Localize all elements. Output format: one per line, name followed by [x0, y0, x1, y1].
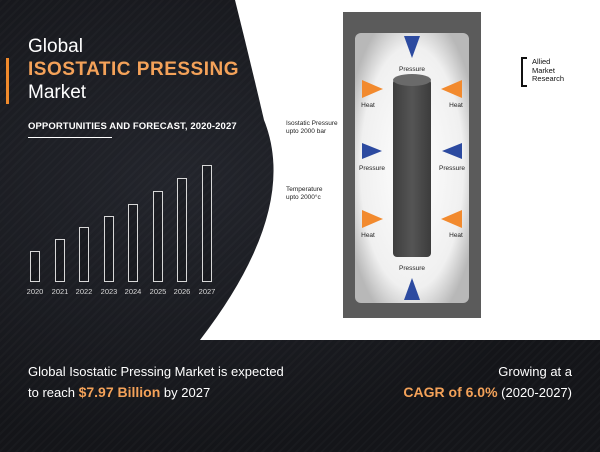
- temperature-label: Temperature upto 2000°c: [286, 186, 323, 201]
- heat-arrow-lower-right: [441, 210, 462, 228]
- heat-label-upper-left: Heat: [361, 102, 375, 109]
- pressure-arrow-right: [442, 143, 462, 159]
- cagr-line-1: Growing at a: [498, 364, 572, 379]
- heat-label-lower-right: Heat: [449, 232, 463, 239]
- logo-bracket-icon: [521, 57, 527, 87]
- page-title: Global ISOSTATIC PRESSING Market: [28, 36, 239, 104]
- cagr-suffix: (2020-2027): [497, 385, 572, 400]
- pressure-arrow-left: [362, 143, 382, 159]
- market-value-suffix: by 2027: [160, 385, 211, 400]
- cagr-value: CAGR of 6.0%: [403, 384, 498, 400]
- core-top: [393, 74, 431, 86]
- heat-label-lower-left: Heat: [361, 232, 375, 239]
- cagr-statement: Growing at a CAGR of 6.0% (2020-2027): [403, 362, 572, 403]
- subtitle-underline: [28, 137, 112, 138]
- market-value-prefix: to reach: [28, 385, 79, 400]
- title-line-3: Market: [28, 82, 87, 103]
- market-value-line-1: Global Isostatic Pressing Market is expe…: [28, 364, 284, 379]
- title-line-2: ISOSTATIC PRESSING: [28, 59, 239, 80]
- subtitle: OPPORTUNITIES AND FORECAST, 2020-2027: [28, 121, 237, 132]
- pressure-label-bottom: Pressure: [398, 265, 425, 272]
- logo-line-2: Market: [532, 65, 555, 75]
- pressure-label-top: Pressure: [398, 66, 425, 73]
- isostatic-pressure-label: Isostatic Pressure upto 2000 bar: [286, 120, 338, 135]
- logo-line-3: Research: [532, 74, 565, 83]
- title-accent-bar: [6, 58, 9, 104]
- pressure-arrow-bottom: [404, 278, 420, 300]
- market-value-statement: Global Isostatic Pressing Market is expe…: [28, 362, 284, 403]
- heat-label-upper-right: Heat: [449, 102, 463, 109]
- pressure-label-right: Pressure: [438, 165, 465, 172]
- heat-arrow-upper-left: [362, 80, 383, 98]
- cagr-line-2: CAGR of 6.0% (2020-2027): [403, 382, 572, 403]
- pressure-label-left: Pressure: [358, 165, 385, 172]
- market-value-line-2: to reach $7.97 Billion by 2027: [28, 382, 284, 403]
- market-value-amount: $7.97 Billion: [78, 384, 161, 400]
- core-cylinder: [393, 79, 431, 257]
- isostatic-press-diagram: [343, 12, 481, 318]
- heat-arrow-lower-left: [362, 210, 383, 228]
- allied-market-research-logo: Allied Market Research: [521, 57, 565, 87]
- heat-arrow-upper-right: [441, 80, 462, 98]
- title-line-1: Global: [28, 36, 83, 57]
- pressure-arrow-top: [404, 36, 420, 58]
- logo-line-1: Allied: [532, 57, 551, 66]
